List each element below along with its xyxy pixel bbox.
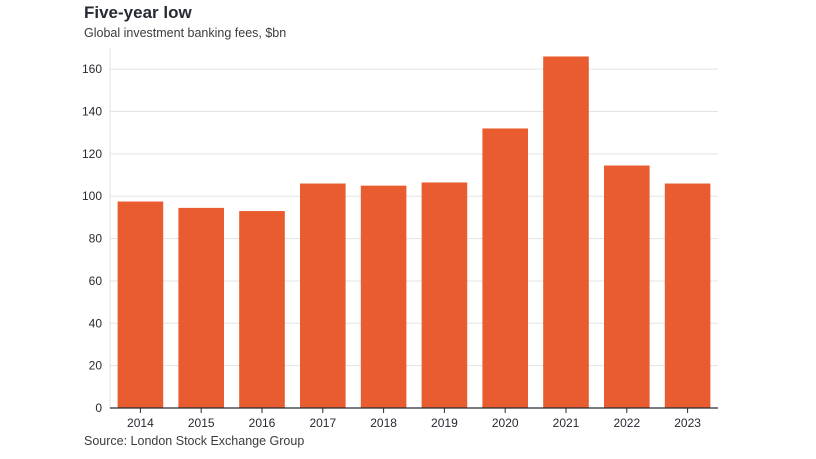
y-tick-label: 20: [89, 359, 103, 373]
bar-2014: [117, 201, 164, 408]
bar-2018: [360, 185, 407, 408]
bar-2017: [300, 183, 346, 408]
y-tick-label: 40: [89, 316, 103, 330]
x-tick-label: 2022: [613, 416, 640, 430]
chart-subtitle: Global investment banking fees, $bn: [84, 26, 287, 40]
bar-2019: [421, 182, 468, 408]
y-tick-label: 120: [82, 147, 102, 161]
x-axis: 2014 2015 2016 2017 2018 2019 2020 2021 2022 2023: [110, 407, 718, 430]
y-axis-tick-labels: 0 20 40 60 80 100 120 140 160: [82, 62, 102, 415]
bar-2023: [664, 183, 711, 408]
chart-title: Five-year low: [84, 3, 192, 22]
source-note: Source: London Stock Exchange Group: [84, 434, 305, 448]
bars: [117, 56, 711, 409]
y-tick-label: 100: [82, 189, 102, 203]
x-tick-label: 2019: [431, 416, 458, 430]
x-tick-label: 2023: [674, 416, 701, 430]
x-tick-label: 2017: [309, 416, 336, 430]
bar-2016: [239, 211, 285, 408]
y-tick-label: 0: [95, 401, 102, 415]
x-tick-label: 2018: [370, 416, 397, 430]
x-tick-label: 2014: [127, 416, 154, 430]
bar-2022: [604, 165, 650, 408]
y-tick-label: 160: [82, 62, 102, 76]
y-tick-label: 60: [89, 274, 103, 288]
x-tick-label: 2020: [492, 416, 519, 430]
x-tick-label: 2015: [188, 416, 215, 430]
y-tick-label: 80: [89, 232, 103, 246]
x-tick-label: 2016: [249, 416, 276, 430]
bar-2020: [482, 128, 528, 408]
x-tick-label: 2021: [553, 416, 580, 430]
bar-2015: [178, 207, 224, 408]
y-tick-label: 140: [82, 105, 102, 119]
bar-2021: [543, 56, 589, 409]
